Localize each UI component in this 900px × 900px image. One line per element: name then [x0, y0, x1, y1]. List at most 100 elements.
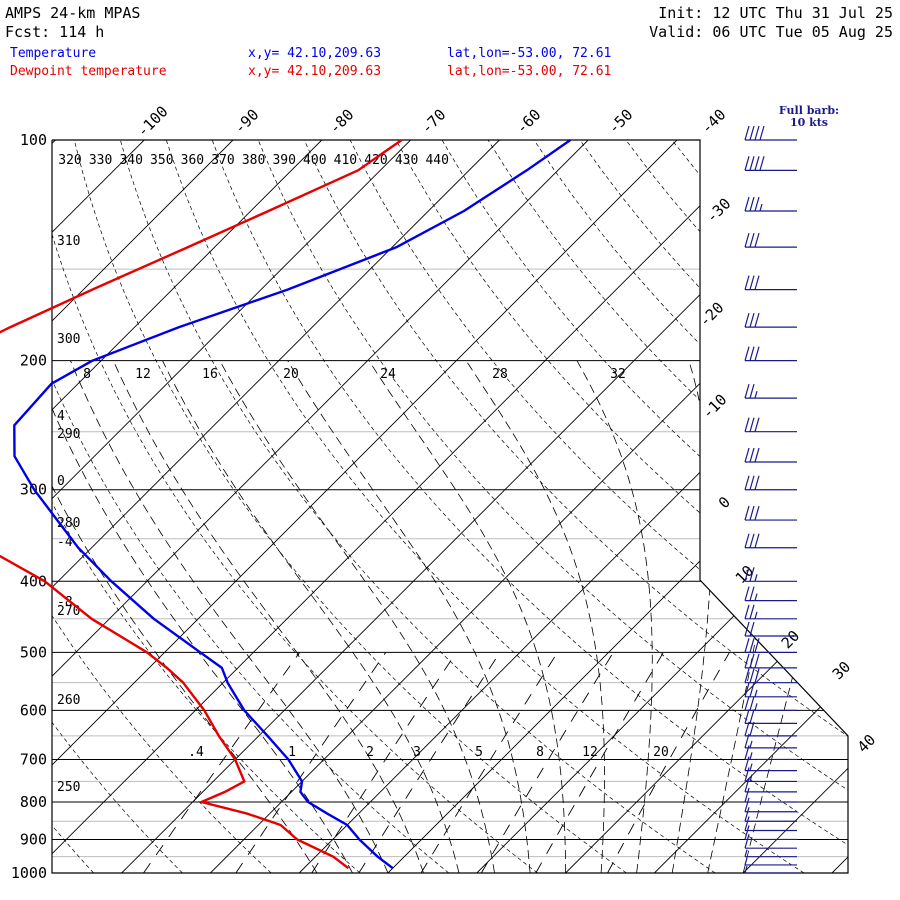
wind-legend-line1: Full barb: — [779, 104, 839, 117]
dry-adiabat — [579, 140, 848, 873]
isotherm — [52, 140, 500, 873]
theta-label: 370 — [211, 153, 234, 168]
mixing-ratio-line — [235, 652, 387, 873]
moist-label: 0 — [57, 474, 65, 489]
moist-label: -4 — [57, 535, 73, 550]
moist-label: 4 — [57, 409, 65, 424]
wind-barb — [744, 745, 797, 761]
isotherm-label: -10 — [699, 391, 731, 423]
wind-barb — [744, 621, 797, 637]
mixing-ratio-label: .4 — [188, 745, 204, 760]
theta-label: 350 — [150, 153, 173, 168]
isotherm — [831, 140, 848, 873]
wind-barb — [744, 709, 797, 724]
isotherm — [210, 140, 848, 873]
isotherm-label: 0 — [715, 493, 734, 512]
wind-barb — [744, 638, 797, 653]
isotherm — [52, 140, 234, 873]
wind-barb — [744, 767, 797, 783]
theta-e-label: 16 — [202, 367, 218, 382]
diagram-lines — [0, 140, 848, 873]
mixing-ratio-label: 5 — [475, 745, 483, 760]
dry-adiabat — [441, 140, 848, 873]
wind-barb — [744, 346, 797, 362]
mixing-ratio-label: 3 — [413, 745, 421, 760]
moist-adiabat — [368, 360, 566, 873]
dry-adiabat — [671, 140, 848, 873]
dry-adiabat — [73, 140, 627, 873]
theta-label: 430 — [395, 153, 418, 168]
moist-adiabat — [576, 360, 653, 873]
dry-adiabat — [52, 140, 183, 873]
theta-e-label: 32 — [610, 367, 626, 382]
wind-barb — [744, 865, 797, 874]
wind-barb — [744, 417, 797, 433]
moist-adiabat — [671, 360, 713, 873]
theta-label: 360 — [181, 153, 204, 168]
mixing-ratio-line — [420, 652, 558, 873]
theta-label: 290 — [57, 427, 80, 442]
wind-barb — [744, 533, 797, 549]
dry-adiabat — [257, 140, 848, 873]
dry-adiabat — [52, 140, 450, 873]
isotherm-label: -90 — [231, 106, 263, 138]
wind-barb — [744, 653, 797, 669]
isotherm — [742, 140, 848, 873]
moist-adiabat — [70, 360, 389, 873]
isotherm — [52, 140, 411, 873]
wind-barb — [744, 196, 797, 212]
theta-label: 270 — [57, 604, 80, 619]
wind-barb — [744, 733, 797, 749]
dry-adiabat — [763, 140, 848, 873]
theta-label: 400 — [303, 153, 326, 168]
theta-label: 320 — [58, 153, 81, 168]
legend-temperature: Temperature — [10, 46, 96, 61]
isotherm-label: -50 — [605, 106, 637, 138]
wind-barb — [744, 696, 797, 711]
isotherm-label: 10 — [732, 562, 758, 588]
isotherm — [387, 140, 848, 873]
legend-temperature-latlon: lat,lon=-53.00, 72.61 — [447, 46, 611, 61]
theta-e-label: 28 — [492, 367, 508, 382]
wind-barb — [744, 825, 797, 841]
pressure-label: 600 — [20, 701, 47, 719]
pressure-label: 700 — [20, 750, 47, 768]
wind-barb — [744, 604, 797, 620]
wind-barb — [744, 668, 797, 684]
isotherm-label: -100 — [133, 102, 171, 140]
temperature-profile — [13, 139, 572, 870]
wind-barb — [744, 447, 797, 463]
wind-barb — [744, 807, 797, 822]
isotherm — [52, 140, 323, 873]
pressure-label: 400 — [20, 572, 47, 590]
isotherm — [52, 140, 589, 873]
dry-adiabat — [119, 140, 716, 873]
theta-label: 340 — [119, 153, 142, 168]
moist-adiabat — [287, 360, 531, 873]
pressure-label: 100 — [20, 131, 47, 149]
wind-barb — [744, 797, 797, 813]
mixing-ratio-line — [143, 652, 301, 873]
moist-adiabat — [219, 360, 495, 873]
moist-adiabat — [162, 360, 460, 873]
moist-adiabat — [52, 360, 318, 873]
wind-barb — [744, 505, 797, 521]
wind-barb — [744, 777, 797, 793]
theta-label: 380 — [242, 153, 265, 168]
mixing-ratio-line — [607, 652, 730, 873]
theta-label: 310 — [57, 234, 80, 249]
wind-barb — [744, 156, 797, 171]
mixing-ratio-label: 20 — [653, 745, 669, 760]
dry-adiabat — [395, 140, 848, 873]
legend-temperature-xy: x,y= 42.10,209.63 — [248, 46, 381, 61]
isotherm-label: -30 — [703, 195, 735, 227]
theta-label: 330 — [89, 153, 112, 168]
wind-barb — [744, 125, 797, 141]
dry-adiabat — [717, 140, 848, 873]
theta-e-label: 24 — [380, 367, 396, 382]
mixing-ratio-label: 8 — [536, 745, 544, 760]
isotherm — [476, 140, 848, 873]
dry-adiabat — [0, 140, 5, 873]
